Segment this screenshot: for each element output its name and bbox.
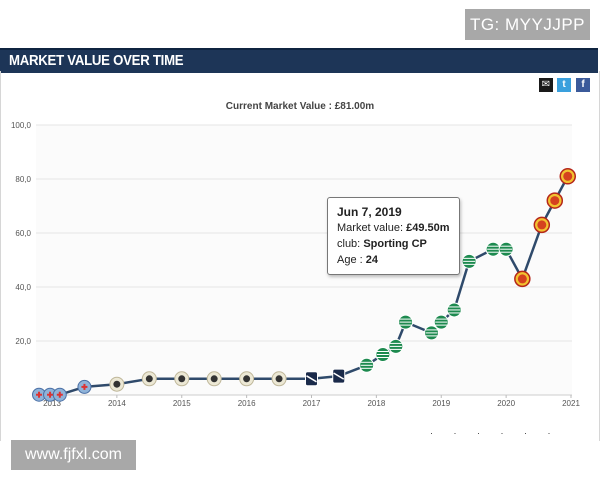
twitter-icon[interactable]: t [557, 78, 571, 92]
data-point[interactable] [239, 371, 255, 387]
data-point[interactable] [388, 338, 404, 354]
mail-icon[interactable]: ✉ [539, 78, 553, 92]
axis-layer: 100,0 80,0 60,0 40,0 20,0 2013 2014 2015 2016 201… [11, 121, 580, 408]
data-point[interactable] [206, 371, 222, 387]
x-tick-label: 2020 [497, 399, 515, 408]
tooltip-age-value: 24 [365, 254, 379, 266]
section-title: MARKET VALUE OVER TIME [9, 52, 184, 69]
y-tick-label: 40,0 [15, 283, 31, 292]
data-point[interactable] [271, 371, 287, 387]
plot-area [36, 125, 572, 395]
y-tick-label: 80,0 [15, 175, 31, 184]
tooltip-mv-value: £49.50m [406, 222, 450, 234]
decorative-dots: · · · · · · [430, 428, 560, 438]
data-point[interactable] [485, 241, 501, 257]
chart-title: Current Market Value : £81.00m [225, 101, 375, 112]
tooltip-club: club: Sporting CP [337, 238, 427, 250]
y-tick-label: 100,0 [11, 121, 32, 130]
data-point[interactable] [332, 368, 346, 384]
x-tick-label: 2014 [108, 399, 126, 408]
data-point[interactable] [546, 192, 564, 209]
data-point[interactable] [52, 387, 67, 402]
x-tick-label: 2013 [43, 399, 61, 408]
facebook-icon[interactable]: f [576, 78, 590, 92]
tooltip-club-value: Sporting CP [363, 238, 427, 250]
data-point[interactable] [359, 357, 375, 373]
tooltip-date: Jun 7, 2019 [337, 205, 402, 219]
data-point[interactable] [109, 376, 125, 392]
section-header: MARKET VALUE OVER TIME [0, 48, 598, 73]
tooltip-mv-label: Market value: [337, 222, 404, 234]
data-point[interactable] [174, 371, 190, 387]
data-point[interactable] [514, 270, 531, 288]
data-point[interactable] [498, 241, 514, 257]
data-tooltip: Jun 7, 2019 Market value: £49.50m club: … [327, 197, 460, 275]
data-point[interactable] [461, 253, 477, 269]
data-point[interactable] [446, 302, 462, 318]
data-point[interactable] [424, 325, 440, 341]
tooltip-club-label: club: [337, 238, 361, 250]
y-tick-label: 20,0 [15, 337, 31, 346]
data-point[interactable] [533, 216, 551, 234]
data-point[interactable] [398, 314, 414, 330]
top-watermark-badge: TG: MYYJJPP [465, 9, 590, 40]
data-point[interactable] [141, 371, 157, 387]
x-tick-label: 2019 [432, 399, 450, 408]
grid-layer [36, 124, 572, 396]
data-point[interactable] [77, 379, 92, 394]
tooltip-market-value: Market value: £49.50m [337, 222, 450, 234]
bottom-watermark-badge: www.fjfxl.com [11, 440, 136, 470]
x-tick-label: 2016 [238, 399, 256, 408]
tooltip-age: Age : 24 [337, 254, 378, 266]
data-point[interactable] [305, 371, 318, 387]
x-tick-label: 2021 [562, 399, 580, 408]
y-tick-label: 60,0 [15, 229, 31, 238]
x-tick-label: 2015 [173, 399, 191, 408]
data-point[interactable] [375, 347, 391, 362]
x-tick-label: 2018 [367, 399, 385, 408]
tooltip-age-label: Age [337, 254, 357, 266]
marker-layer [32, 168, 577, 402]
tooltip-age-sep: : [359, 254, 363, 266]
data-point[interactable] [433, 314, 449, 330]
x-tick-label: 2017 [303, 399, 321, 408]
data-point[interactable] [559, 168, 577, 185]
